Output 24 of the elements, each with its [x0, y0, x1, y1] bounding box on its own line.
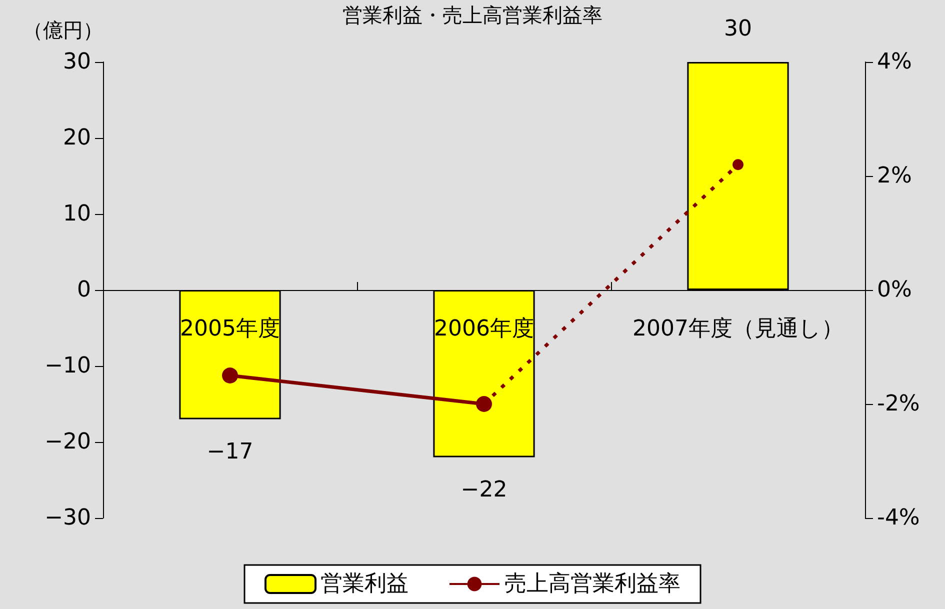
y-tick-label: −10	[44, 354, 91, 378]
x-tick-label: 2005年度	[180, 316, 280, 342]
data-label: 30	[724, 16, 752, 42]
x-tick-label: 2007年度（見通し）	[632, 316, 844, 342]
y-tick-label: −30	[44, 506, 91, 530]
y-tick-label: 20	[63, 126, 91, 150]
y-tick-label: 10	[63, 202, 91, 226]
y-tick-label: 30	[63, 50, 91, 74]
point	[732, 159, 744, 170]
y2-tick-label: 0%	[877, 278, 912, 302]
point	[222, 368, 238, 384]
y2-tick-label: -2%	[877, 392, 920, 416]
y2-tick-label: 2%	[877, 164, 912, 188]
x-tick-label: 2006年度	[434, 316, 534, 342]
chart-title: 営業利益・売上高営業利益率	[342, 3, 602, 27]
y2-tick-label: -4%	[877, 506, 920, 530]
data-label: −22	[460, 478, 508, 503]
y-axis-title: （億円）	[23, 18, 103, 42]
y-tick-label: −20	[44, 430, 91, 454]
legend-label: 営業利益	[320, 572, 408, 596]
y2-tick-label: 4%	[877, 50, 912, 74]
legend-label: 売上高営業利益率	[504, 572, 680, 596]
data-label: −17	[206, 440, 254, 465]
y-tick-label: 0	[77, 278, 91, 302]
